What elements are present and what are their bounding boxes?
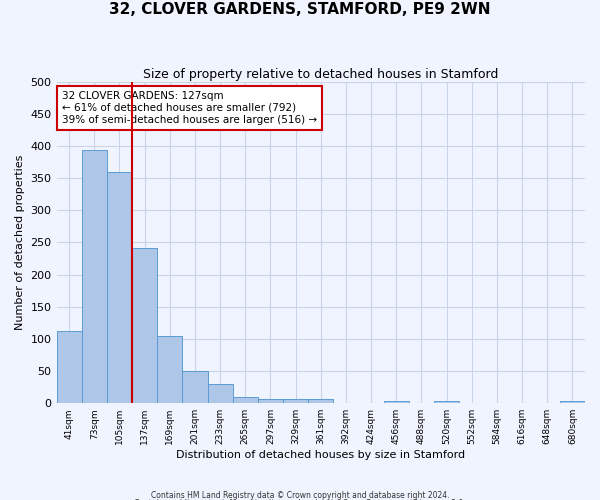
Bar [82,150,107,403]
Text: Contains HM Land Registry data © Crown copyright and database right 2024.: Contains HM Land Registry data © Crown c… [151,490,449,500]
Bar [434,400,459,403]
Bar [56,331,82,403]
Text: 32, CLOVER GARDENS, STAMFORD, PE9 2WN: 32, CLOVER GARDENS, STAMFORD, PE9 2WN [109,2,491,18]
Bar [107,172,132,403]
Bar [233,398,258,403]
Bar [157,336,182,403]
Bar [283,400,308,403]
Bar [383,402,409,403]
Bar [182,371,208,403]
X-axis label: Distribution of detached houses by size in Stamford: Distribution of detached houses by size … [176,450,466,460]
Bar [132,248,157,403]
Bar [334,402,359,403]
Bar [258,400,283,403]
Text: 32 CLOVER GARDENS: 127sqm
← 61% of detached houses are smaller (792)
39% of semi: 32 CLOVER GARDENS: 127sqm ← 61% of detac… [62,92,317,124]
Bar [560,402,585,403]
Title: Size of property relative to detached houses in Stamford: Size of property relative to detached ho… [143,68,499,80]
Y-axis label: Number of detached properties: Number of detached properties [15,155,25,330]
Bar [308,398,334,403]
Bar [208,384,233,403]
